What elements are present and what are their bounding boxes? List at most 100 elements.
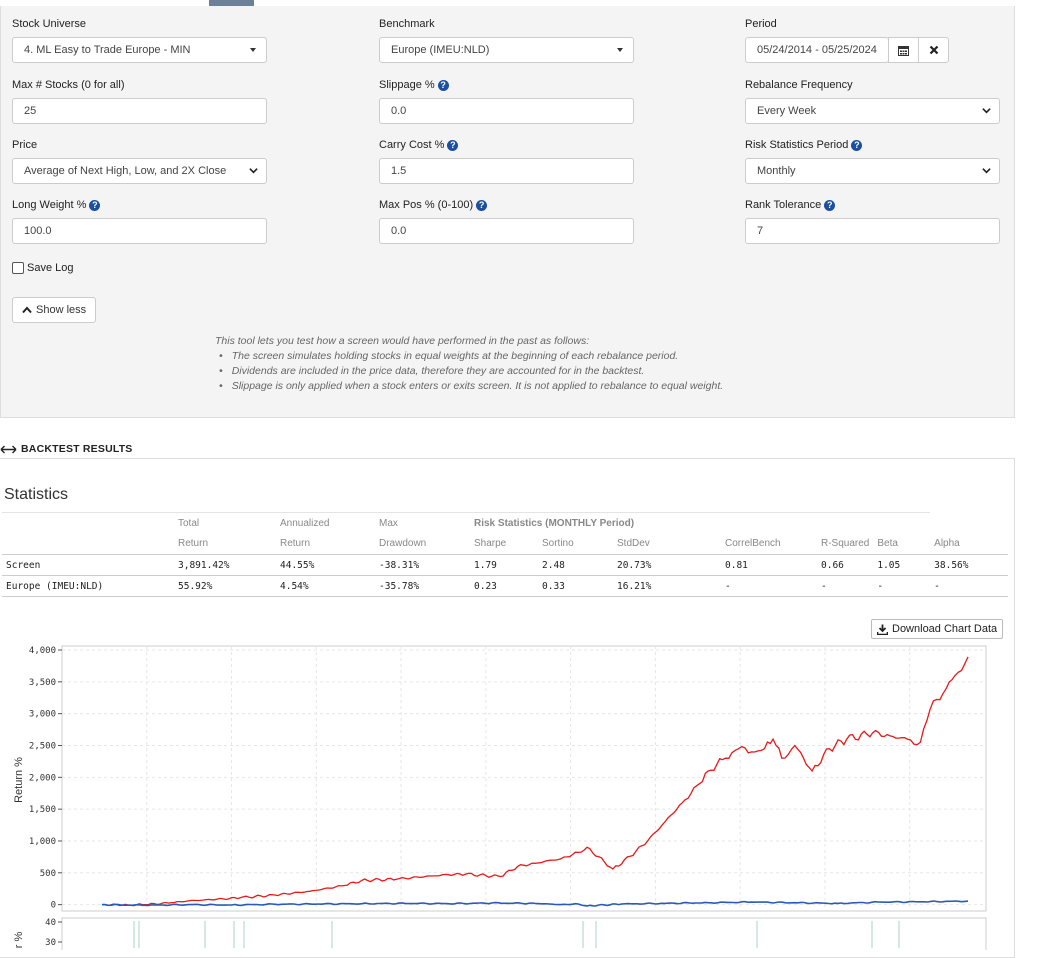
save-log-checkbox[interactable] [12, 262, 24, 274]
slippage-input[interactable]: 0.0 [379, 98, 634, 124]
help-icon[interactable]: ? [476, 199, 488, 211]
rank-tolerance-input[interactable]: 7 [745, 218, 1000, 244]
calendar-icon [898, 45, 909, 56]
chevron-down-icon [249, 168, 258, 174]
risk-period-label: Risk Statistics Period? [745, 139, 863, 151]
chevron-up-icon [22, 306, 32, 314]
help-icon[interactable]: ? [437, 79, 449, 91]
download-chart-data-button[interactable]: Download Chart Data [871, 619, 1004, 639]
correlbench-cell: - [721, 575, 817, 597]
lower-plot-area [61, 917, 987, 950]
row-name: Europe (IMEU:NLD) [2, 575, 174, 597]
annualized-return-cell: 44.55% [276, 554, 375, 576]
sharpe-cell: 1.79 [470, 554, 538, 576]
y-tick-label: 3,000 [29, 710, 56, 720]
annualized-return-cell: 4.54% [276, 575, 375, 597]
statistics-title: Statistics [4, 486, 69, 503]
y-axis-label: Return % [13, 757, 25, 803]
y-tick-label: 1,500 [29, 805, 56, 815]
note-bullet: The screen simulates holding stocks in e… [219, 349, 723, 364]
row-name: Screen [2, 554, 174, 576]
alpha-cell: - [930, 575, 1008, 597]
save-log-option[interactable]: Save Log [12, 262, 73, 274]
column-header: Drawdown [379, 538, 427, 550]
close-icon [929, 45, 938, 55]
correlbench-cell: 0.81 [721, 554, 817, 576]
beta-cell: - [873, 575, 931, 597]
y-tick-label: 2,000 [29, 773, 56, 783]
column-header: Alpha [934, 538, 960, 550]
lower-y-tick-label: 30 [45, 938, 56, 948]
price-select[interactable]: Average of Next High, Low, and 2X Close [12, 158, 267, 184]
beta-cell: 1.05 [873, 554, 931, 576]
y-tick-label: 2,500 [29, 741, 56, 751]
benchmark-series-line [102, 900, 969, 907]
column-header: Total [174, 512, 276, 534]
carry-cost-label: Carry Cost %? [379, 139, 459, 151]
lower-y-tick-label: 40 [45, 918, 56, 928]
y-tick-label: 0 [51, 901, 56, 911]
rebalance-frequency-select[interactable]: Every Week [745, 98, 1000, 124]
table-row: Europe (IMEU:NLD) 55.92% 4.54% -35.78% 0… [2, 575, 1008, 597]
max-pos-input[interactable]: 0.0 [379, 218, 634, 244]
backtest-info-note: This tool lets you test how a screen wou… [215, 334, 723, 394]
column-header: Max [375, 512, 470, 534]
note-bullet: Dividends are included in the price data… [219, 364, 723, 379]
backtest-results-toggle[interactable]: BACKTEST RESULTS [0, 443, 133, 455]
stddev-cell: 20.73% [613, 554, 721, 576]
price-label: Price [12, 139, 38, 151]
risk-statistics-header: Risk Statistics (MONTHLY Period) [470, 512, 931, 534]
y-tick-label: 3,500 [29, 678, 56, 688]
chevron-down-icon [982, 168, 991, 174]
stock-universe-select[interactable]: 4. ML Easy to Trade Europe - MIN [12, 37, 267, 63]
rebalance-frequency-label: Rebalance Frequency [745, 79, 853, 91]
max-stocks-input[interactable]: 25 [12, 98, 267, 124]
alpha-cell: 38.56% [930, 554, 1008, 576]
help-icon[interactable]: ? [89, 199, 101, 211]
help-icon[interactable]: ? [824, 199, 836, 211]
statistics-table: Total Annualized Max Risk Statistics (MO… [2, 512, 1008, 597]
plot-area [61, 645, 987, 912]
column-header: StdDev [617, 538, 650, 550]
column-header: Beta [877, 538, 898, 550]
return-chart: 05001,0001,5002,0002,5003,0003,5004,000 … [13, 645, 987, 950]
total-return-cell: 55.92% [174, 575, 276, 597]
expand-horizontal-icon [0, 445, 17, 453]
clear-period-button[interactable] [918, 37, 949, 63]
benchmark-label: Benchmark [379, 18, 435, 30]
sharpe-cell: 0.23 [470, 575, 538, 597]
y-tick-label: 1,000 [29, 837, 56, 847]
column-header: Sortino [542, 538, 574, 550]
rank-tolerance-label: Rank Tolerance? [745, 199, 836, 211]
period-input[interactable]: 05/24/2014 - 05/25/2024 [745, 37, 889, 63]
r-squared-cell: 0.66 [817, 554, 874, 576]
max-drawdown-cell: -35.78% [375, 575, 470, 597]
risk-period-select[interactable]: Monthly [745, 158, 1000, 184]
help-icon[interactable]: ? [447, 139, 459, 151]
help-icon[interactable]: ? [851, 139, 863, 151]
table-row: Screen 3,891.42% 44.55% -38.31% 1.79 2.4… [2, 554, 1008, 576]
calendar-button[interactable] [888, 37, 919, 63]
sortino-cell: 0.33 [538, 575, 613, 597]
section-title: BACKTEST RESULTS [21, 443, 133, 455]
long-weight-input[interactable]: 100.0 [12, 218, 267, 244]
column-header: CorrelBench [725, 538, 781, 550]
download-label: Download Chart Data [892, 623, 998, 635]
column-header: R-Squared [821, 538, 870, 550]
caret-down-icon [250, 48, 256, 52]
sortino-cell: 2.48 [538, 554, 613, 576]
column-header: Annualized [276, 512, 375, 534]
show-less-button[interactable]: Show less [12, 297, 97, 323]
stock-universe-label: Stock Universe [12, 18, 86, 30]
long-weight-label: Long Weight %? [12, 199, 101, 211]
carry-cost-input[interactable]: 1.5 [379, 158, 634, 184]
r-squared-cell: - [817, 575, 874, 597]
save-log-label: Save Log [27, 262, 74, 274]
note-bullet: Slippage is only applied when a stock en… [219, 379, 723, 394]
active-tab-indicator [209, 0, 254, 6]
max-drawdown-cell: -38.31% [375, 554, 470, 576]
max-pos-label: Max Pos % (0-100)? [379, 199, 488, 211]
chevron-down-icon [982, 108, 991, 114]
y-tick-label: 4,000 [29, 646, 56, 656]
benchmark-select[interactable]: Europe (IMEU:NLD) [379, 37, 634, 63]
